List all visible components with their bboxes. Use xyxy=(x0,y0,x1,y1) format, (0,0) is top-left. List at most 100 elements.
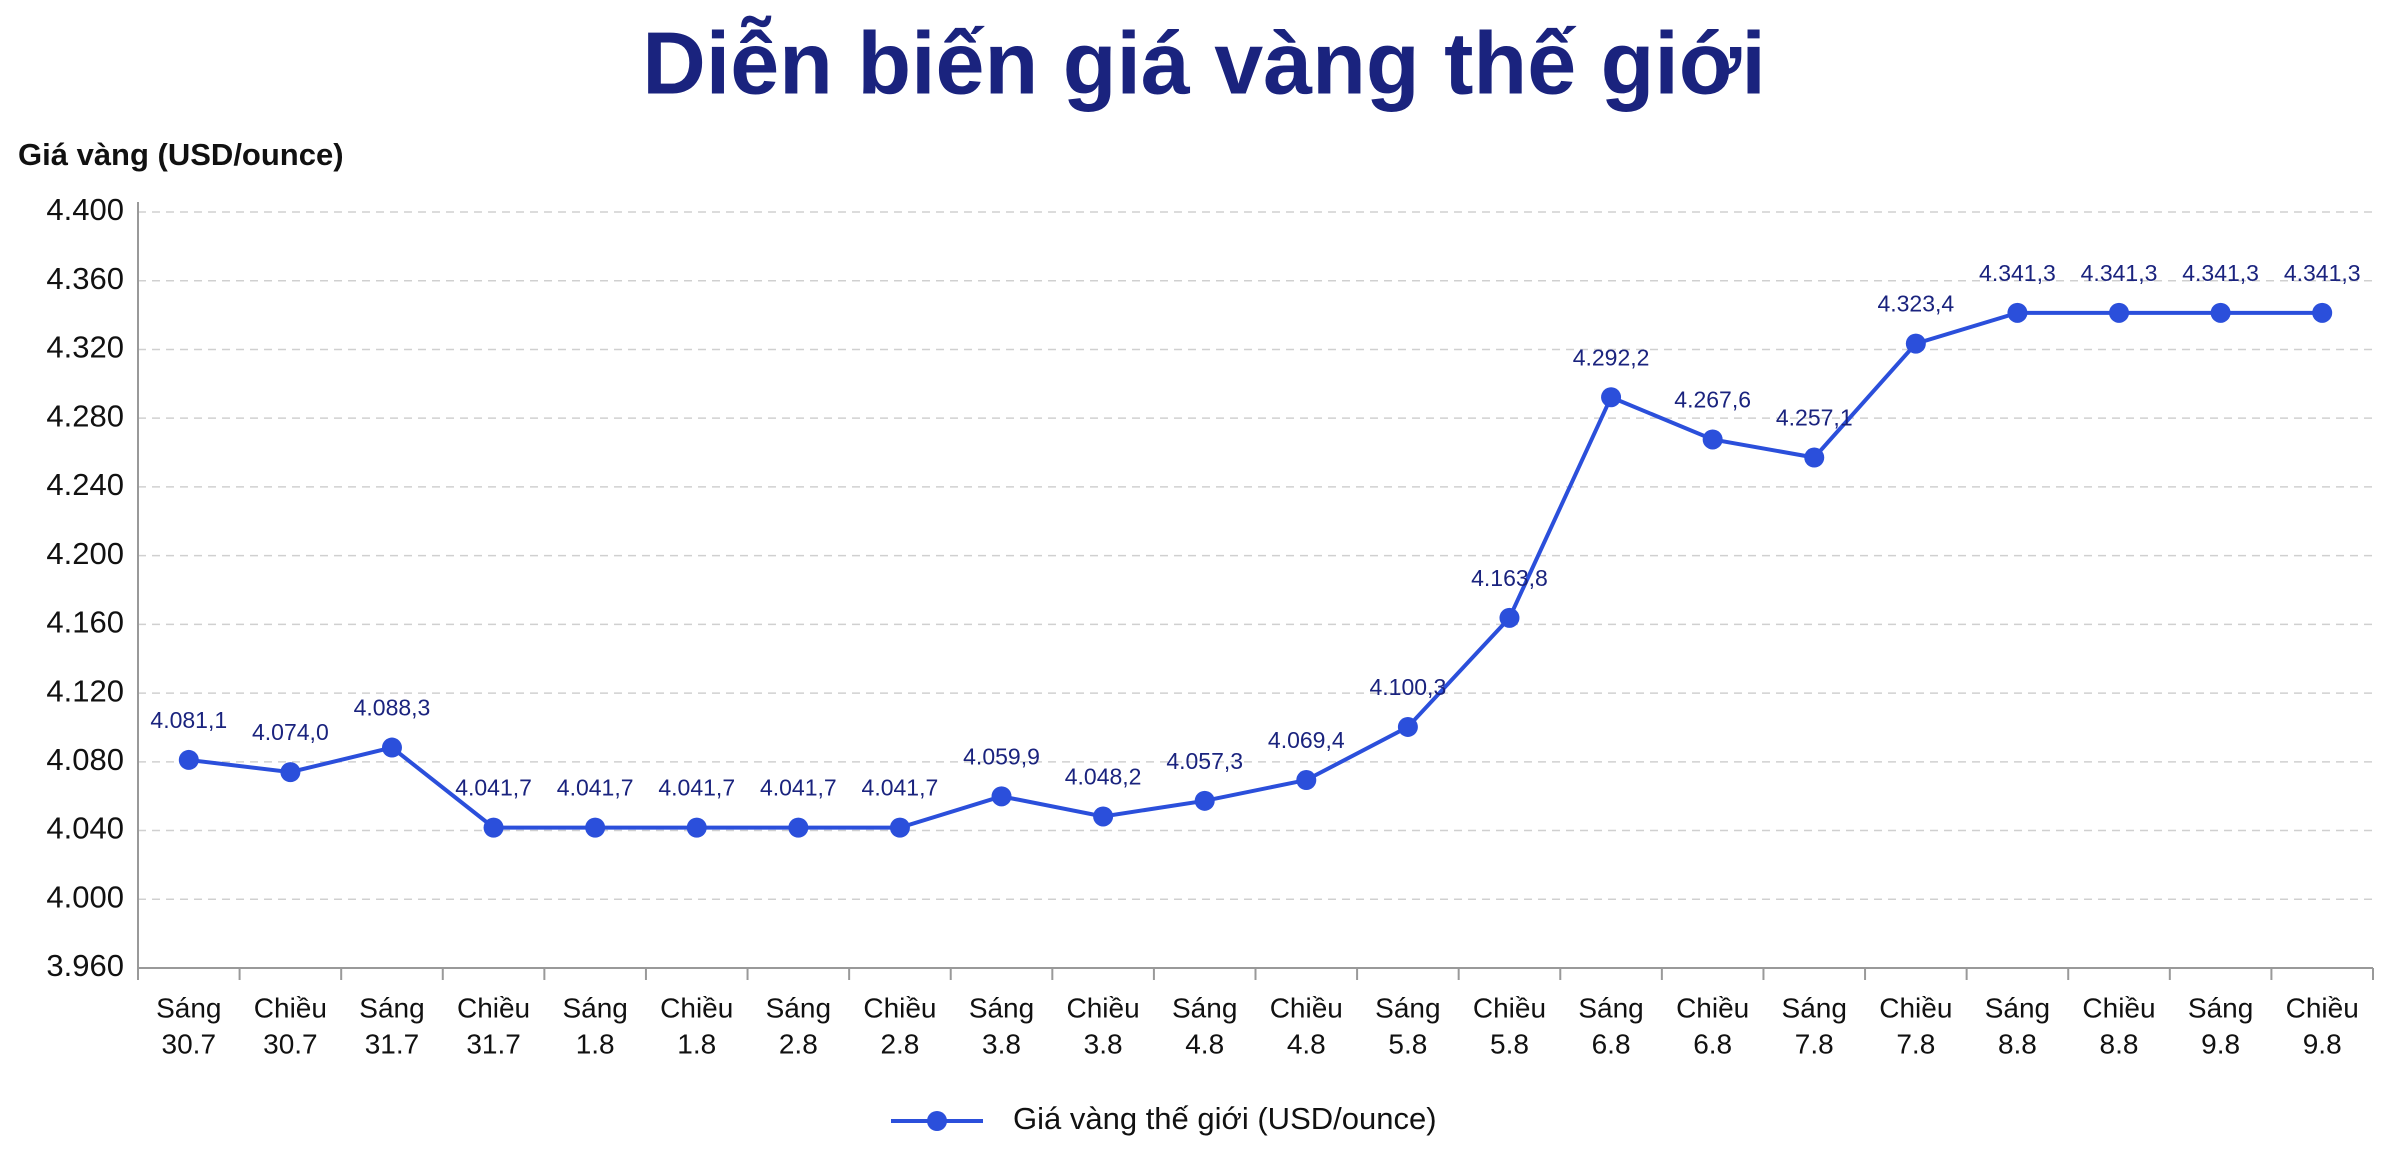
data-point xyxy=(2210,302,2231,323)
y-tick-label: 4.240 xyxy=(46,467,124,502)
data-label: 4.048,2 xyxy=(1065,764,1142,790)
y-tick-label: 4.080 xyxy=(46,742,124,777)
x-tick-label: 30.7 xyxy=(162,1028,217,1059)
x-tick-label: Sáng xyxy=(562,992,627,1023)
data-label: 4.059,9 xyxy=(963,743,1040,769)
data-label: 4.292,2 xyxy=(1573,344,1650,370)
x-tick-label: 5.8 xyxy=(1490,1028,1529,1059)
x-tick-label: 8.8 xyxy=(2100,1028,2139,1059)
x-tick-label: 31.7 xyxy=(365,1028,420,1059)
x-tick-label: 3.8 xyxy=(982,1028,1021,1059)
y-tick-label: 4.280 xyxy=(46,398,124,433)
x-tick-label: 9.8 xyxy=(2201,1028,2240,1059)
x-tick-label: Chiều xyxy=(863,992,936,1023)
x-tick-label: Chiều xyxy=(457,992,530,1023)
x-tick-label: 6.8 xyxy=(1693,1028,1732,1059)
y-tick-label: 4.040 xyxy=(46,811,124,846)
x-tick-label: Sáng xyxy=(969,992,1034,1023)
data-label: 4.323,4 xyxy=(1877,291,1954,317)
data-point xyxy=(991,786,1012,807)
y-tick-label: 4.120 xyxy=(46,673,124,708)
x-tick-label: Sáng xyxy=(1985,992,2050,1023)
data-label: 4.341,3 xyxy=(2081,260,2158,286)
x-tick-label: Sáng xyxy=(766,992,831,1023)
data-point xyxy=(1397,716,1418,737)
x-tick-label: 7.8 xyxy=(1795,1028,1834,1059)
x-tick-label: 1.8 xyxy=(576,1028,615,1059)
x-tick-label: Sáng xyxy=(2188,992,2253,1023)
data-point xyxy=(1804,447,1825,468)
x-tick-label: Chiều xyxy=(1067,992,1140,1023)
x-tick-label: Chiều xyxy=(2082,992,2155,1023)
data-point xyxy=(178,749,199,770)
x-tick-label: 7.8 xyxy=(1896,1028,1935,1059)
x-tick-label: Sáng xyxy=(1578,992,1643,1023)
data-point xyxy=(280,762,301,783)
data-label: 4.341,3 xyxy=(2284,260,2361,286)
data-point xyxy=(585,817,606,838)
x-tick-label: 4.8 xyxy=(1185,1028,1224,1059)
data-point xyxy=(483,817,504,838)
x-tick-label: Chiều xyxy=(660,992,733,1023)
x-tick-label: 30.7 xyxy=(263,1028,318,1059)
y-tick-label: 4.320 xyxy=(46,330,124,365)
legend-marker xyxy=(927,1111,947,1131)
data-label: 4.041,7 xyxy=(455,775,532,801)
series-line xyxy=(188,310,2323,830)
legend-label: Giá vàng thế giới (USD/ounce) xyxy=(1013,1101,1437,1136)
chart-title: Diễn biến giá vàng thế giới xyxy=(642,13,1766,112)
y-axis-label: Giá vàng (USD/ounce) xyxy=(18,137,344,172)
x-tick-label: Sáng xyxy=(1172,992,1237,1023)
x-tick-label: 2.8 xyxy=(880,1028,919,1059)
data-label: 4.074,0 xyxy=(252,719,329,745)
data-label: 4.041,7 xyxy=(557,775,634,801)
data-label: 4.267,6 xyxy=(1674,387,1751,413)
x-tick-label: Chiều xyxy=(1270,992,1343,1023)
x-tick-label: 31.7 xyxy=(466,1028,521,1059)
data-point xyxy=(2109,302,2130,323)
x-tick-label: Chiều xyxy=(1879,992,1952,1023)
x-tick-label: Chiều xyxy=(254,992,327,1023)
x-tick-label: Sáng xyxy=(156,992,221,1023)
x-tick-label: 1.8 xyxy=(677,1028,716,1059)
x-tick-label: 6.8 xyxy=(1592,1028,1631,1059)
data-label: 4.257,1 xyxy=(1776,405,1853,431)
x-tick-label: Sáng xyxy=(359,992,424,1023)
x-tick-label: 4.8 xyxy=(1287,1028,1326,1059)
x-tick-label: Chiều xyxy=(1676,992,1749,1023)
data-label: 4.163,8 xyxy=(1471,565,1548,591)
data-point xyxy=(889,817,910,838)
x-tick-label: 5.8 xyxy=(1388,1028,1427,1059)
data-label: 4.041,7 xyxy=(760,775,837,801)
data-point xyxy=(788,817,809,838)
data-point xyxy=(1499,607,1520,628)
data-point xyxy=(1296,770,1317,791)
data-label: 4.100,3 xyxy=(1370,674,1447,700)
y-tick-label: 4.000 xyxy=(46,879,124,914)
data-point xyxy=(1601,387,1622,408)
data-label: 4.041,7 xyxy=(862,775,939,801)
data-label: 4.041,7 xyxy=(658,775,735,801)
x-tick-label: Chiều xyxy=(2286,992,2359,1023)
data-label: 4.081,1 xyxy=(150,707,227,733)
x-tick-label: 9.8 xyxy=(2303,1028,2342,1059)
y-tick-label: 3.960 xyxy=(46,948,124,983)
x-tick-label: 8.8 xyxy=(1998,1028,2037,1059)
data-point xyxy=(1905,333,1926,354)
data-point xyxy=(2007,302,2028,323)
data-label: 4.057,3 xyxy=(1166,748,1243,774)
data-point xyxy=(1194,790,1215,811)
data-label: 4.341,3 xyxy=(1979,260,2056,286)
x-tick-label: 2.8 xyxy=(779,1028,818,1059)
x-tick-label: 3.8 xyxy=(1084,1028,1123,1059)
x-tick-label: Chiều xyxy=(1473,992,1546,1023)
data-label: 4.341,3 xyxy=(2182,260,2259,286)
data-point xyxy=(381,737,402,758)
x-tick-label: Sáng xyxy=(1782,992,1847,1023)
y-tick-label: 4.160 xyxy=(46,605,124,640)
y-tick-label: 4.200 xyxy=(46,536,124,571)
data-point xyxy=(2312,302,2333,323)
data-point xyxy=(1702,429,1723,450)
x-tick-label: Sáng xyxy=(1375,992,1440,1023)
